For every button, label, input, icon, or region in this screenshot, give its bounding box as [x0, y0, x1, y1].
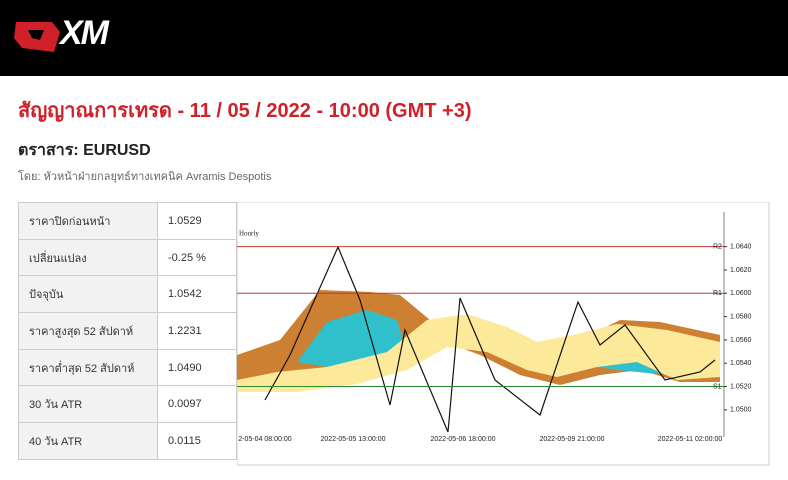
- logo[interactable]: XM: [60, 14, 109, 52]
- y-tick-label: 1.0560: [730, 337, 752, 344]
- level-label: R2: [713, 243, 722, 250]
- y-tick-label: 1.0600: [730, 290, 752, 297]
- table-row: ราคาปิดก่อนหน้า 1.0529: [18, 202, 237, 240]
- page-title: สัญญาณการเทรด - 11 / 05 / 2022 - 10:00 (…: [18, 100, 472, 122]
- x-tick-label: 2022-05-11 02:00:00: [658, 436, 723, 443]
- table-row: ราคาสูงสุด 52 สัปดาห์ 1.2231: [18, 312, 237, 350]
- cell-value: 1.2231: [157, 312, 237, 350]
- y-tick-label: 1.0640: [730, 243, 752, 250]
- cell-value: 1.0490: [157, 348, 237, 387]
- cell-value: 0.0097: [157, 385, 237, 424]
- cell-label: 30 วัน ATR: [18, 385, 158, 424]
- instrument: ตราสาร: EURUSD: [18, 142, 151, 159]
- cell-label: ปัจจุบัน: [18, 275, 158, 314]
- table-row: ราคาต่ำสุด 52 สัปดาห์ 1.0490: [18, 348, 237, 387]
- table-row: 40 วัน ATR 0.0115: [18, 422, 237, 460]
- cell-value: 1.0529: [157, 202, 237, 240]
- cell-value: 1.0542: [157, 275, 237, 314]
- chart-title: Hourly: [239, 230, 259, 238]
- y-tick-label: 1.0540: [730, 360, 752, 367]
- cell-label: ราคาปิดก่อนหน้า: [18, 202, 158, 240]
- header: XM: [0, 0, 788, 76]
- byline: โดย: หัวหน้าฝ่ายกลยุทธ์ทางเทคนิค Avramis…: [18, 171, 272, 183]
- y-tick-label: 1.0620: [730, 267, 752, 274]
- logo-emblem: [14, 22, 60, 52]
- cell-label: เปลี่ยนแปลง: [18, 238, 158, 277]
- table-row: 30 วัน ATR 0.0097: [18, 385, 237, 424]
- info-table: ราคาปิดก่อนหน้า 1.0529 เปลี่ยนแปลง -0.25 % ป…: [18, 202, 237, 460]
- table-row: เปลี่ยนแปลง -0.25 %: [18, 238, 237, 277]
- y-tick-label: 1.0580: [730, 313, 752, 320]
- cell-label: ราคาต่ำสุด 52 สัปดาห์: [18, 348, 158, 387]
- cell-label: ราคาสูงสุด 52 สัปดาห์: [18, 312, 158, 350]
- cell-label: 40 วัน ATR: [18, 422, 158, 460]
- cell-value: 0.0115: [157, 422, 237, 460]
- band-yellow: [237, 314, 720, 392]
- x-tick-label: 2022-05-09 21:00:00: [540, 436, 605, 443]
- level-label: R1: [713, 290, 722, 297]
- table-row: ปัจจุบัน 1.0542: [18, 275, 237, 314]
- y-tick-label: 1.0520: [730, 383, 752, 390]
- y-tick-label: 1.0500: [730, 407, 752, 414]
- x-tick-label: 2022-05-06 18:00:00: [431, 436, 496, 443]
- zigzag: [264, 245, 716, 433]
- x-tick-label: 2022-05-05 13:00:00: [321, 436, 386, 443]
- cell-value: -0.25 %: [157, 238, 237, 277]
- x-tick-label: 2-05-04 08:00:00: [238, 436, 291, 443]
- level-label: S1: [713, 383, 722, 390]
- chart: Hourly 1.0500 1.0520 1.0540 1.0560 1.0580 1.0…: [237, 202, 770, 466]
